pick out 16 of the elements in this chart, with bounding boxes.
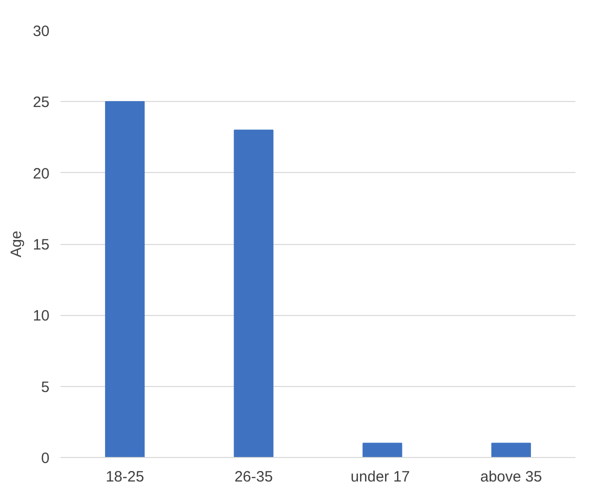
bar [362, 442, 402, 458]
y-tick-label: 0 [41, 450, 50, 467]
y-tick-label: 10 [32, 308, 50, 325]
bar [234, 130, 274, 458]
y-tick-label: 25 [32, 94, 50, 112]
y-tick-label: 30 [32, 23, 50, 40]
x-tick-label: 26-35 [234, 468, 273, 486]
x-tick-label: under 17 [350, 468, 410, 486]
bar [105, 101, 145, 458]
x-tick-label: above 35 [480, 468, 542, 486]
bar [491, 442, 531, 458]
y-tick-label: 5 [41, 378, 50, 396]
x-tick-label: 18-25 [106, 468, 144, 486]
y-tick-label: 20 [32, 165, 50, 182]
y-axis-title: Age [8, 230, 25, 258]
y-tick-label: 15 [32, 236, 50, 254]
